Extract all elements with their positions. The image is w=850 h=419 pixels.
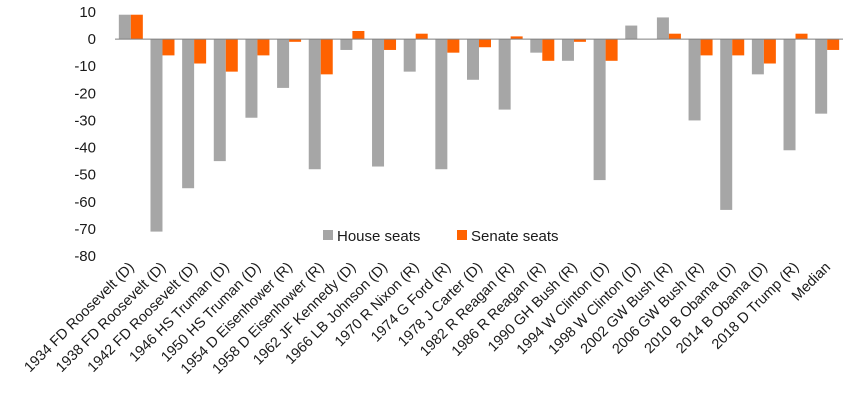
y-tick-label: -60 [74,194,96,211]
bar-house-seats [625,26,637,40]
bar-house-seats [182,39,194,188]
y-tick-label: -20 [74,85,96,102]
bar-senate-seats [796,34,808,39]
bar-house-seats [499,39,511,109]
bar-house-seats [784,39,796,150]
bar-senate-seats [447,39,459,53]
bar-senate-seats [827,39,839,50]
bar-senate-seats [764,39,776,63]
legend-swatch [323,230,333,240]
bar-house-seats [309,39,321,169]
bar-house-seats [562,39,574,61]
bar-senate-seats [669,34,681,39]
bar-senate-seats [732,39,744,55]
bar-house-seats [150,39,162,231]
bar-senate-seats [384,39,396,50]
bar-house-seats [594,39,606,180]
bar-house-seats [815,39,827,114]
bar-senate-seats [416,34,428,39]
legend-label: House seats [337,228,420,245]
bar-senate-seats [194,39,206,63]
bar-house-seats [119,15,131,39]
bar-house-seats [372,39,384,166]
bar-house-seats [530,39,542,53]
legend-swatch [457,230,467,240]
chart: 10 0 -10 -20 -30 -40 -50 -60 -70 -80 1934 FD Roose… [0,0,850,414]
bar-house-seats [689,39,701,120]
bar-senate-seats [701,39,713,55]
legend-label: Senate seats [471,228,559,245]
bar-house-seats [214,39,226,161]
bar-house-seats [277,39,289,88]
bar-senate-seats [162,39,174,55]
y-tick-label: -10 [74,58,96,75]
bar-house-seats [340,39,352,50]
bar-senate-seats [257,39,269,55]
bar-senate-seats [131,15,143,39]
bar-house-seats [720,39,732,210]
y-tick-label: -70 [74,221,96,238]
y-tick-label: -80 [74,248,96,265]
bar-senate-seats [542,39,554,61]
bar-house-seats [435,39,447,169]
y-tick-label: -50 [74,167,96,184]
y-tick-label: -30 [74,112,96,129]
bar-senate-seats [321,39,333,74]
bar-house-seats [657,17,669,39]
y-tick-label: 10 [79,4,96,21]
bar-house-seats [245,39,257,118]
bar-senate-seats [226,39,238,72]
chart-svg: 100-10-20-30-40-50-60-70-801934 FD Roose… [0,0,850,414]
y-tick-label: -40 [74,140,96,157]
bar-senate-seats [352,31,364,39]
bar-senate-seats [606,39,618,61]
bar-house-seats [404,39,416,72]
bar-house-seats [467,39,479,80]
y-tick-label: 0 [88,31,96,48]
bar-senate-seats [479,39,491,47]
bar-house-seats [752,39,764,74]
